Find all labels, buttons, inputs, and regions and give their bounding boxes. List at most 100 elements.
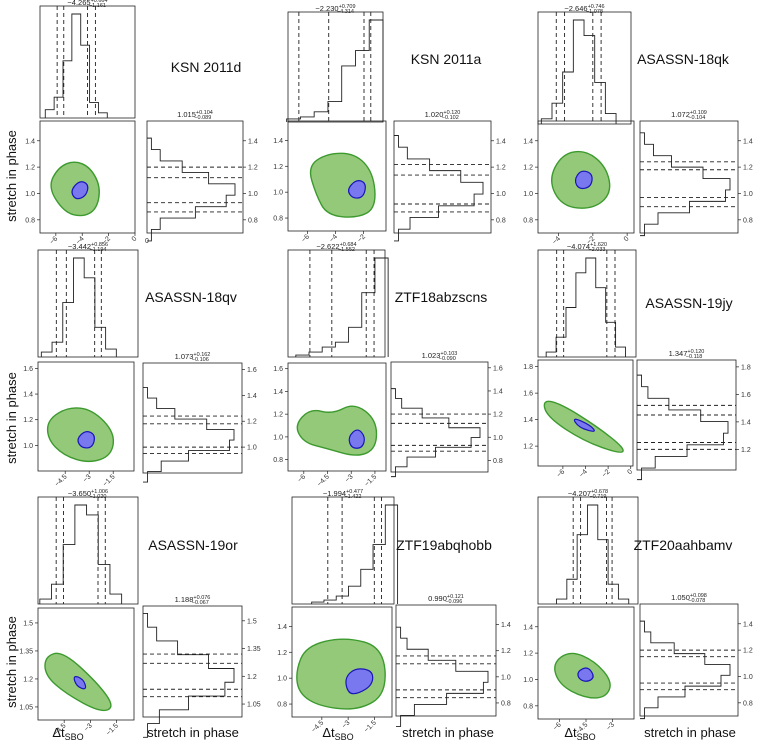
supernova-name: ASASSN-19or	[148, 537, 238, 553]
contour-panel-frame	[287, 120, 387, 232]
stretch-tick-label: 1.8	[523, 364, 533, 371]
supernova-name: ASASSN-19jy	[645, 295, 732, 311]
dt-histogram-frame	[537, 11, 632, 125]
stretch-tick-label: 1.6	[23, 366, 33, 373]
x-axis-label-dt-col-3: ΔtSBO	[564, 725, 595, 742]
corner-panel-1: −4.265+0.664 −1.161 KSN 2011d −6 −4 −2 0 0.8 1.0…	[25, 0, 258, 246]
stretch-side-tick-label: 1.0	[743, 191, 753, 198]
corner-panel-3: −2.646+0.746 −1.078 ASASSN-18qk −4 −2 0 0.8 1.0…	[523, 4, 753, 246]
count-zero-tick-label: 0	[145, 238, 149, 245]
stretch-side-tick-label: 1.4	[248, 138, 258, 145]
stretch-histogram-steps	[394, 135, 484, 242]
dt-tick-label: −6	[300, 233, 311, 244]
stretch-tick-label: 1.2	[277, 650, 287, 657]
stretch-side-tick-label: 1.35	[247, 646, 261, 653]
stretch-tick-label: 1.4	[25, 138, 35, 145]
inner-credible-region	[345, 668, 374, 695]
stretch-side-tick-label: 1.2	[247, 674, 257, 681]
stretch-histogram-steps	[396, 626, 489, 727]
dt-histogram-frame	[537, 496, 639, 605]
stretch-tick-label: 1.5	[23, 620, 33, 627]
x-axis-label-stretch-col-3: stretch in phase	[644, 725, 736, 740]
stretch-tick-label: 1.0	[23, 443, 33, 450]
stretch-tick-label: 0.8	[523, 217, 533, 224]
stretch-side-tick-label: 1.2	[741, 447, 751, 454]
dt-estimate-label: −1.994+0.477 −1.422	[323, 489, 363, 500]
stretch-side-tick-label: 1.4	[496, 138, 506, 145]
stretch-side-tick-label: 1.0	[496, 191, 506, 198]
inner-credible-region	[348, 429, 365, 449]
stretch-side-tick-label: 0.8	[248, 217, 258, 224]
contour-panel-frame	[37, 361, 135, 472]
stretch-histogram-frame	[390, 361, 489, 473]
dt-tick-label: 0	[626, 468, 634, 476]
stretch-tick-label: 1.2	[273, 412, 283, 419]
inner-credible-region	[71, 181, 89, 200]
stretch-side-tick-label: 1.4	[743, 621, 753, 628]
stretch-tick-label: 0.8	[273, 457, 283, 464]
dt-tick-label: 0	[623, 235, 631, 243]
dt-tick-label: −2	[601, 468, 612, 479]
stretch-side-tick-label: 0.8	[496, 217, 506, 224]
corner-panel-6: −4.074+1.620 −2.033 ASASSN-19jy −6 −4 −2 0 1.2 1…	[523, 242, 751, 481]
stretch-tick-label: 1.4	[273, 389, 283, 396]
y-axis-label-row-2: stretch in phase	[4, 372, 19, 464]
dt-histogram-steps	[545, 257, 626, 357]
dt-estimate-label: −2.622+0.684 −1.552	[316, 242, 356, 253]
stretch-tick-label: 1.6	[523, 391, 533, 398]
stretch-tick-label: 0.8	[523, 703, 533, 710]
stretch-side-tick-label: 1.2	[496, 165, 506, 172]
dt-histogram-frame	[291, 496, 395, 605]
stretch-side-tick-label: 1.2	[248, 165, 258, 172]
stretch-histogram-frame	[142, 362, 243, 474]
dt-tick-label: −6	[49, 235, 60, 246]
dt-histogram-steps	[556, 504, 630, 604]
supernova-name: KSN 2011a	[411, 51, 482, 67]
stretch-side-tick-label: 0.8	[493, 458, 503, 465]
stretch-tick-label: 1.2	[273, 164, 283, 171]
stretch-side-tick-label: 1.4	[741, 419, 751, 426]
dt-histogram-frame	[537, 249, 637, 358]
dt-estimate-label: −4.207+0.678 −0.719	[568, 489, 608, 500]
supernova-name: ZTF19abqhobb	[396, 537, 492, 553]
dt-tick-label: −2	[101, 235, 112, 246]
stretch-side-tick-label: 1.4	[493, 388, 503, 395]
dt-tick-label: −1.5	[102, 473, 117, 488]
stretch-tick-label: 1.4	[23, 392, 33, 399]
dt-histogram-steps	[44, 13, 108, 118]
contour-panel-frame	[37, 607, 135, 721]
stretch-estimate-label: 1.188+0.076 −0.067	[175, 595, 211, 606]
corner-panel-5: −2.622+0.684 −1.552 ZTF18abzscns −6 −4.5 −3 −1…	[273, 242, 503, 488]
inner-credible-region	[574, 170, 593, 190]
dt-tick-label: −4	[578, 468, 589, 479]
stretch-side-tick-label: 1.2	[493, 412, 503, 419]
stretch-side-tick-label: 1.6	[493, 365, 503, 372]
stretch-tick-label: 1.6	[273, 366, 283, 373]
dt-tick-label: −4.5	[316, 473, 331, 488]
stretch-estimate-label: 0.990+0.121 −0.096	[428, 594, 464, 605]
dt-tick-label: −4	[75, 235, 86, 246]
stretch-histogram-steps	[391, 388, 481, 478]
stretch-side-tick-label: 1.5	[247, 618, 257, 625]
y-axis-label-row-1: stretch in phase	[4, 130, 19, 222]
stretch-side-tick-label: 1.6	[247, 367, 257, 374]
stretch-side-tick-label: 1.0	[743, 674, 753, 681]
stretch-tick-label: 1.4	[273, 138, 283, 145]
stretch-side-tick-label: 0.8	[743, 700, 753, 707]
stretch-histogram-frame	[393, 120, 492, 234]
dt-tick-label: −2	[356, 233, 367, 244]
supernova-name: ASASSN-18qv	[145, 289, 237, 305]
stretch-tick-label: 1.2	[23, 676, 33, 683]
inner-credible-region	[573, 418, 595, 432]
stretch-side-tick-label: 1.2	[743, 165, 753, 172]
stretch-tick-label: 1.4	[523, 624, 533, 631]
dt-estimate-label: −2.230+0.709 −4.314	[315, 4, 355, 15]
x-axis-label-dt-col-1: ΔtSBO	[52, 725, 83, 742]
stretch-histogram-frame	[639, 603, 739, 717]
dt-tick-label: −6	[556, 468, 567, 479]
stretch-side-tick-label: 0.8	[501, 700, 511, 707]
dt-tick-label: −4.5	[54, 473, 69, 488]
dt-histogram-steps	[39, 504, 123, 604]
